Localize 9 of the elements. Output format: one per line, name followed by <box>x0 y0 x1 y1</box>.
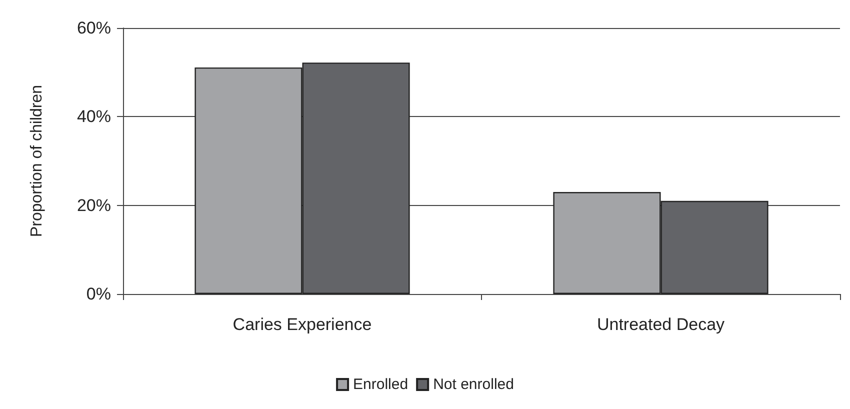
y-tick-label: 0% <box>86 284 111 304</box>
legend-label: Not enrolled <box>433 376 514 393</box>
y-tick-label: 40% <box>76 107 111 126</box>
y-axis-title: Proportion of children <box>28 84 46 238</box>
x-tick-label: Untreated Decay <box>596 315 726 334</box>
y-tick-label: 60% <box>76 18 111 38</box>
x-tick-label: Caries Experience <box>232 315 372 334</box>
legend-label: Enrolled <box>353 376 408 393</box>
y-tick-label: 20% <box>76 196 111 215</box>
